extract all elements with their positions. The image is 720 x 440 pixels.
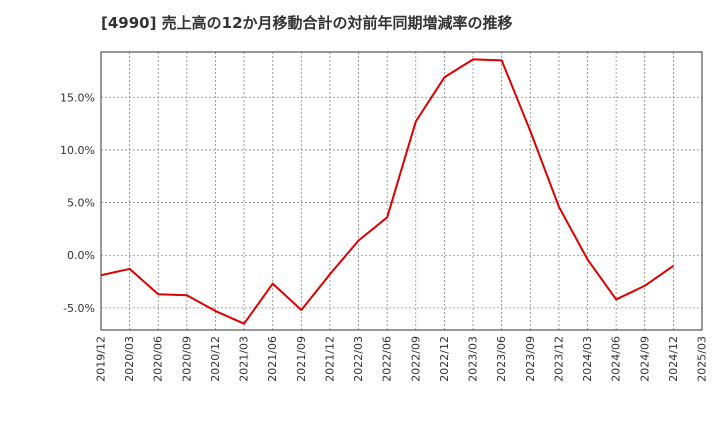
plot-area-border	[100, 51, 703, 331]
x-tick-label: 2022/03	[352, 336, 365, 382]
x-tick-label: 2023/03	[467, 336, 480, 382]
x-tick-label: 2025/03	[696, 336, 709, 382]
x-tick-label: 2024/09	[638, 336, 651, 382]
x-tick-label: 2022/06	[381, 336, 394, 382]
chart-title: [4990] 売上高の12か月移動合計の対前年同期増減率の推移	[101, 14, 513, 32]
x-tick-label: 2020/06	[152, 336, 165, 382]
series-layer	[100, 58, 674, 325]
x-tick-label: 2021/09	[295, 336, 308, 382]
y-tick-label: 10.0%	[60, 144, 95, 157]
x-tick-label: 2020/09	[180, 336, 193, 382]
gridlines	[101, 52, 702, 330]
x-tick-label: 2022/09	[409, 336, 422, 382]
x-tick-label: 2019/12	[95, 336, 108, 382]
x-tick-label: 2020/03	[123, 336, 136, 382]
x-axis-ticks: 2019/12 2020/03 2020/06 2020/09 2020/12 2021/…	[95, 336, 709, 382]
y-tick-label: 15.0%	[60, 91, 95, 104]
y-axis-ticks: -5.0% 0.0% 5.0% 10.0% 15.0%	[60, 91, 95, 315]
series-line	[100, 58, 674, 325]
x-tick-label: 2020/12	[209, 336, 222, 382]
y-tick-label: 0.0%	[67, 249, 95, 262]
y-tick-label: 5.0%	[67, 197, 95, 210]
y-tick-label: -5.0%	[63, 302, 95, 315]
plot-frame	[100, 51, 703, 331]
x-tick-label: 2021/06	[266, 336, 279, 382]
x-tick-label: 2024/06	[610, 336, 623, 382]
x-tick-label: 2023/09	[524, 336, 537, 382]
x-tick-label: 2024/12	[667, 336, 680, 382]
x-tick-label: 2021/03	[238, 336, 251, 382]
x-tick-label: 2023/12	[552, 336, 565, 382]
x-tick-label: 2021/12	[323, 336, 336, 382]
x-tick-label: 2023/06	[495, 336, 508, 382]
x-tick-label: 2022/12	[438, 336, 451, 382]
x-tick-label: 2024/03	[581, 336, 594, 382]
